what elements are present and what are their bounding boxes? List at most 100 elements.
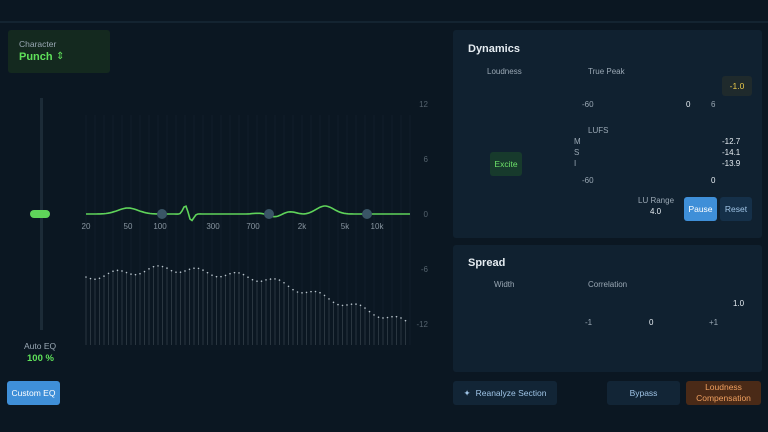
spectrum-dot (130, 273, 132, 275)
spectrum-dot (292, 288, 294, 291)
loudness-label: Loudness (487, 67, 522, 76)
spectrum-dot (314, 290, 317, 293)
comp-line: Loudness (705, 382, 742, 392)
lufs-label: S (574, 148, 580, 157)
spectrum-dot (107, 272, 110, 275)
spectrum-dot (283, 281, 285, 284)
spread-panel (453, 245, 762, 372)
spectrum-dot (193, 267, 195, 269)
spectrum-dot (247, 276, 249, 279)
tp-scale: 6 (711, 100, 716, 109)
comp-line: Compensation (696, 393, 751, 403)
lufs-scale: 0 (711, 176, 716, 185)
spectrum-dot (391, 315, 393, 318)
spectrum-dot (332, 301, 335, 304)
tp-scale: 0 (686, 100, 691, 109)
lufs-value: -13.9 (722, 159, 741, 168)
character-value: Punch (19, 51, 53, 63)
bypass-button[interactable]: Bypass (607, 381, 680, 405)
spectrum-dot (260, 280, 263, 282)
spectrum-dot (89, 277, 92, 280)
freq-tick: 20 (82, 222, 91, 231)
spectrum-dot (359, 304, 362, 307)
freq-tick: 100 (153, 222, 167, 231)
spectrum-dot (269, 278, 272, 280)
auto-eq-value: 100 % (27, 353, 54, 364)
spectrum-dot (404, 319, 407, 322)
slider-knob[interactable] (30, 210, 50, 218)
lu-range-value: 4.0 (650, 207, 662, 216)
spectrum-dot (265, 279, 267, 281)
freq-tick: 50 (124, 222, 133, 231)
correlation-value: 1.0 (733, 299, 745, 308)
spectrum-dot (157, 265, 159, 267)
lufs-value: -12.7 (722, 137, 741, 146)
spectrum-dot (328, 298, 330, 300)
spectrum-dot (103, 275, 105, 277)
spectrum-dot (134, 273, 137, 276)
spectrum-dot (166, 267, 168, 269)
reset-button[interactable]: Reset (720, 197, 752, 221)
eq-graph: 12 6 0 -6 -12 20 50 100 300 700 2k 5k 10k (82, 100, 429, 345)
spectrum-dot (202, 269, 204, 271)
eq-curve (86, 205, 410, 222)
custom-eq-button[interactable]: Custom EQ (7, 381, 60, 405)
spread-title: Spread (468, 257, 506, 269)
spectrum-dot (175, 271, 177, 273)
chevron: ⇕ (56, 51, 65, 62)
spectrum-dot (152, 265, 155, 268)
spectrum-dot (400, 317, 402, 319)
spectrum-dot (179, 271, 182, 274)
spectrum-dot (287, 285, 290, 288)
spectrum-dot (355, 303, 357, 305)
spectrum-dot (229, 272, 231, 275)
spectrum-dot (220, 275, 222, 278)
gain-tick: -6 (421, 265, 429, 274)
spectrum-dot (206, 271, 209, 274)
pause-button[interactable]: Pause (684, 197, 717, 221)
icon: ✦ (463, 387, 471, 398)
spectrum-dot (373, 314, 375, 316)
spectrum-dot (323, 294, 326, 297)
corr-scale: 0 (649, 318, 654, 327)
spectrum-dot (188, 268, 191, 271)
spectrum-dot (341, 304, 344, 307)
spectrum-dot (305, 291, 308, 294)
spectrum-dot (368, 310, 371, 313)
spectrum-dot (94, 278, 96, 280)
spectrum-dot (395, 315, 398, 318)
spectrum-dot (310, 290, 312, 293)
spectrum-dot (211, 274, 213, 276)
width-label: Width (494, 280, 515, 289)
spectrum-dot (139, 272, 141, 275)
spectrum-dot (215, 275, 218, 278)
spectrum-dot (121, 270, 123, 272)
lufs-value: -14.1 (722, 148, 741, 157)
gain-tick: 0 (424, 210, 429, 219)
excite-button[interactable]: Excite (490, 152, 522, 176)
compensation-button[interactable]: Loudness Compensation (686, 381, 761, 405)
lu-range-label: LU Range (638, 196, 675, 205)
freq-tick: 10k (371, 222, 385, 231)
gain-tick: -12 (416, 320, 428, 329)
spectrum-dot (161, 265, 164, 268)
lufs-label: LUFS (588, 126, 609, 135)
freq-tick: 5k (341, 222, 350, 231)
gain-tick: 6 (424, 155, 429, 164)
reanalyze-button[interactable]: ✦ Reanalyze Section (453, 381, 557, 405)
eq-node (157, 209, 167, 219)
spectrum-dot (350, 303, 353, 305)
spectrum-dot (143, 270, 146, 273)
character-box[interactable]: Character Punch ⇕ (8, 30, 110, 73)
spectrum-dot (296, 291, 299, 293)
lufs-scale: -60 (582, 176, 594, 185)
spectrum-dot (170, 269, 173, 272)
reanalyze-label: Reanalyze Section (475, 388, 547, 398)
spectrum-dot (125, 271, 128, 274)
spectrum-dot (346, 304, 348, 306)
corr-scale: -1 (585, 318, 593, 327)
spectrum-dot (197, 267, 200, 270)
spectrum-dot (233, 271, 236, 274)
eq-node (362, 209, 372, 219)
